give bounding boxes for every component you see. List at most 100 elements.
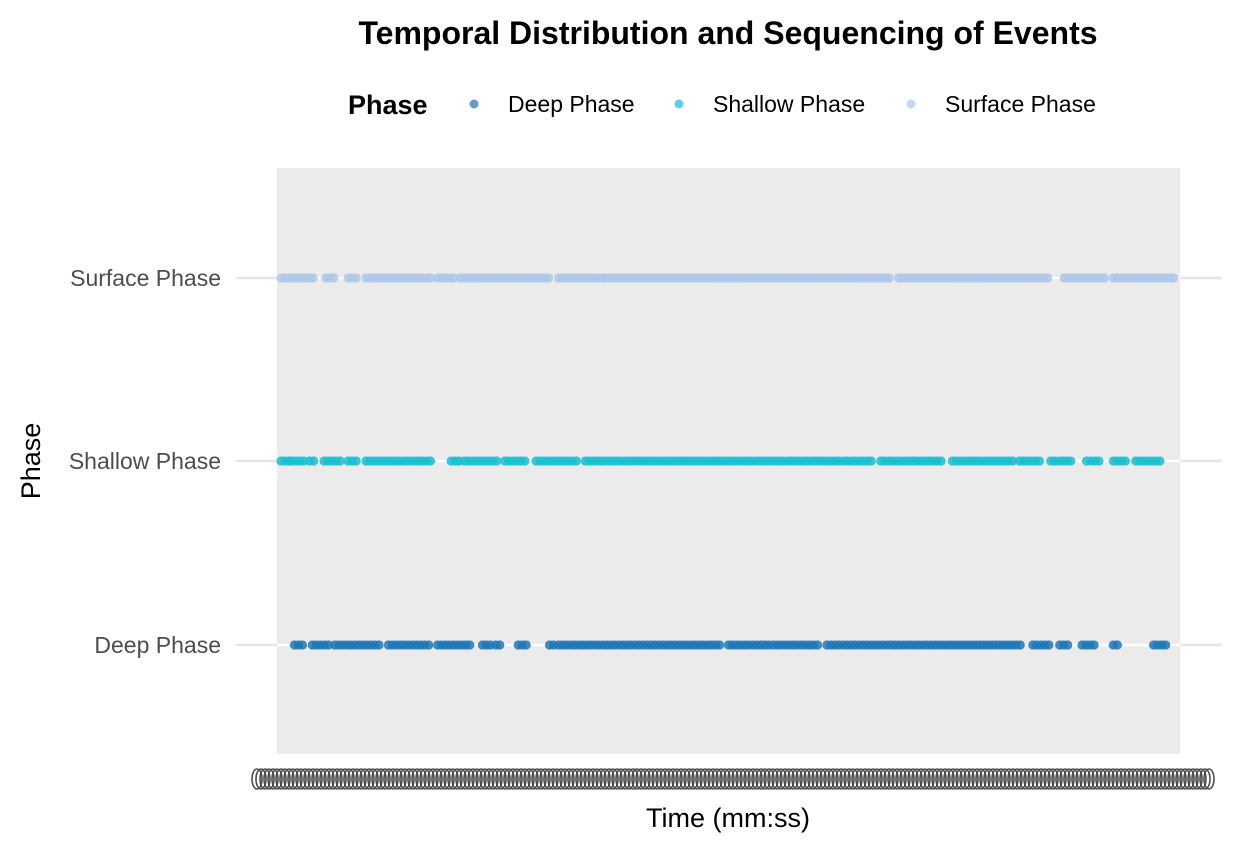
- data-point: [335, 456, 345, 466]
- x-tick-label: [855, 768, 867, 790]
- x-tick-label: [1035, 768, 1047, 790]
- data-point: [351, 456, 361, 466]
- x-tick-label: [571, 768, 583, 790]
- x-tick-label: [347, 768, 359, 790]
- x-tick-label: [583, 768, 595, 790]
- x-tick-label: [1019, 768, 1031, 790]
- y-tick-label-deep-phase: Deep Phase: [94, 632, 221, 658]
- x-tick-label: [935, 768, 947, 790]
- x-tick-label: [699, 768, 711, 790]
- x-tick-label: [459, 768, 471, 790]
- x-tick-label: [875, 768, 887, 790]
- x-tick-label: [1159, 768, 1171, 790]
- data-point: [425, 273, 436, 283]
- x-tick-label: [1047, 768, 1059, 790]
- y-axis-title: Phase: [16, 423, 46, 500]
- x-tick-label: [1123, 768, 1135, 790]
- x-tick-label: [815, 768, 827, 790]
- data-point: [323, 640, 333, 650]
- x-tick-label: [1151, 768, 1163, 790]
- x-tick-label: [951, 768, 963, 790]
- x-tick-label: [379, 768, 391, 790]
- x-tick-label: [487, 768, 499, 790]
- x-tick-label: [895, 768, 907, 790]
- x-tick-label: [495, 768, 507, 790]
- x-tick-label: [535, 768, 547, 790]
- x-tick-label: [627, 768, 639, 790]
- chart-title: Temporal Distribution and Sequencing of …: [358, 15, 1097, 51]
- data-point: [1155, 456, 1165, 466]
- x-tick-label: [1143, 768, 1155, 790]
- x-tick-label: [399, 768, 411, 790]
- x-tick-label: [1091, 768, 1103, 790]
- legend-label-surface-phase: Surface Phase: [945, 91, 1096, 117]
- x-tick-label: [791, 768, 803, 790]
- x-tick-label: [503, 768, 515, 790]
- x-tick-label: [479, 768, 491, 790]
- data-point: [308, 273, 318, 283]
- x-tick-label: [747, 768, 759, 790]
- x-tick-label: [1135, 768, 1147, 790]
- x-tick-label: [987, 768, 999, 790]
- x-tick-label: [1155, 768, 1167, 790]
- x-tick-label: [559, 768, 571, 790]
- x-tick-label: [431, 768, 443, 790]
- data-point: [1043, 273, 1053, 283]
- x-tick-label: [295, 768, 307, 790]
- x-tick-label: [343, 768, 355, 790]
- x-tick-label: [455, 768, 467, 790]
- x-tick-label: [715, 768, 727, 790]
- x-tick-label: [539, 768, 551, 790]
- x-tick-label: [1079, 768, 1091, 790]
- x-tick-label: [403, 768, 415, 790]
- x-tick-label: [831, 768, 843, 790]
- x-tick-label: [819, 768, 831, 790]
- x-tick-label: [595, 768, 607, 790]
- x-tick-label: [271, 768, 283, 790]
- x-tick-label: [1075, 768, 1087, 790]
- x-tick-label: [667, 768, 679, 790]
- x-tick-label: [563, 768, 575, 790]
- x-tick-label: [331, 768, 343, 790]
- x-tick-label: [275, 768, 287, 790]
- x-tick-label: [639, 768, 651, 790]
- x-tick-label: [467, 768, 479, 790]
- x-tick-label: [883, 768, 895, 790]
- x-tick-label: [807, 768, 819, 790]
- x-tick-label: [315, 768, 327, 790]
- x-tick-label: [999, 768, 1011, 790]
- x-tick-label: [867, 768, 879, 790]
- x-tick-label: [1167, 768, 1179, 790]
- x-tick-label: [891, 768, 903, 790]
- x-tick-label: [735, 768, 747, 790]
- x-tick-label: [463, 768, 475, 790]
- x-tick-label: [1039, 768, 1051, 790]
- x-tick-label: [383, 768, 395, 790]
- x-tick-label: [755, 768, 767, 790]
- x-tick-label: [387, 768, 399, 790]
- data-point: [465, 640, 475, 650]
- x-tick-label: [663, 768, 675, 790]
- x-tick-label: [259, 768, 271, 790]
- x-tick-label: [719, 768, 731, 790]
- x-tick-label: [823, 768, 835, 790]
- x-tick-label: [543, 768, 555, 790]
- x-tick-label: [267, 768, 279, 790]
- data-point: [351, 273, 361, 283]
- x-tick-label: [683, 768, 695, 790]
- x-tick-label: [711, 768, 723, 790]
- x-tick-label: [1099, 768, 1111, 790]
- x-tick-label: [963, 768, 975, 790]
- x-tick-label: [839, 768, 851, 790]
- x-tick-label: [1195, 768, 1207, 790]
- x-tick-label: [1171, 768, 1183, 790]
- x-tick-label: [523, 768, 535, 790]
- x-tick-label: [843, 768, 855, 790]
- x-tick-label: [451, 768, 463, 790]
- x-tick-label: [887, 768, 899, 790]
- data-point: [1044, 640, 1054, 650]
- x-tick-label: [339, 768, 351, 790]
- x-tick-label: [847, 768, 859, 790]
